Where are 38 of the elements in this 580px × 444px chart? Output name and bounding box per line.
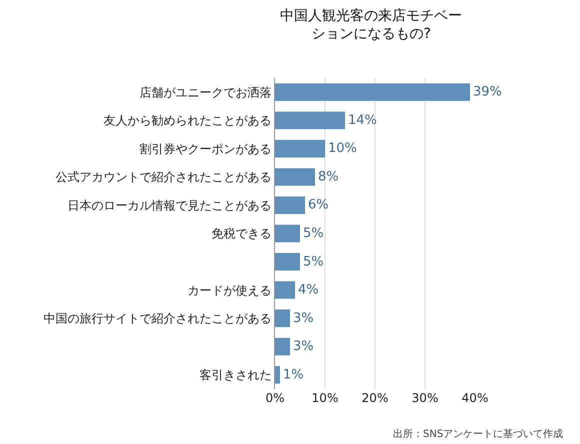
bar bbox=[275, 140, 325, 158]
x-tick-label: 40% bbox=[462, 391, 488, 405]
y-tick-label: カードが使える bbox=[188, 283, 272, 298]
bar bbox=[275, 112, 345, 130]
bar bbox=[275, 224, 300, 242]
data-label: 5% bbox=[303, 226, 324, 241]
data-label: 4% bbox=[298, 282, 319, 298]
bar bbox=[275, 366, 280, 384]
x-tick-label: 30% bbox=[412, 391, 438, 405]
x-tick-label: 0% bbox=[265, 391, 285, 405]
chart-title: 中国人観光客の来店モチベーションになるもの? bbox=[280, 8, 462, 42]
text: 出所：SNSアンケートに基づいて作成 bbox=[393, 428, 564, 440]
bar bbox=[275, 338, 290, 356]
y-tick-label: 中国の旅行サイトで紹介されたことがある bbox=[44, 312, 272, 326]
bar bbox=[275, 83, 470, 101]
data-label: 10% bbox=[328, 141, 357, 156]
bar bbox=[275, 196, 305, 214]
y-tick-label: 日本のローカル情報で見たことがある bbox=[68, 198, 272, 212]
data-label: 1% bbox=[283, 367, 304, 382]
bar bbox=[275, 253, 300, 271]
bar bbox=[275, 168, 315, 186]
data-label: 3% bbox=[293, 310, 314, 326]
y-tick-label: 友人から勧められたことがある bbox=[104, 114, 272, 128]
y-tick-label: 店舗がユニークでお洒落 bbox=[140, 85, 272, 100]
bar bbox=[275, 281, 295, 299]
data-label: 6% bbox=[308, 198, 329, 213]
y-tick-label: 免税できる bbox=[212, 226, 272, 241]
data-label: 14% bbox=[348, 112, 377, 128]
data-label: 39% bbox=[473, 84, 502, 100]
y-tick-label: 客引きされた bbox=[200, 368, 272, 382]
y-tick-label: 公式アカウントで紹介されたことがある bbox=[56, 170, 272, 184]
data-label: 3% bbox=[293, 339, 314, 354]
data-label: 8% bbox=[318, 169, 339, 184]
data-label: 5% bbox=[303, 254, 324, 270]
x-tick-label: 20% bbox=[362, 391, 388, 405]
bar bbox=[275, 310, 290, 328]
x-tick-label: 10% bbox=[312, 391, 338, 405]
y-tick-label: 割引券やクーポンがある bbox=[140, 142, 272, 156]
